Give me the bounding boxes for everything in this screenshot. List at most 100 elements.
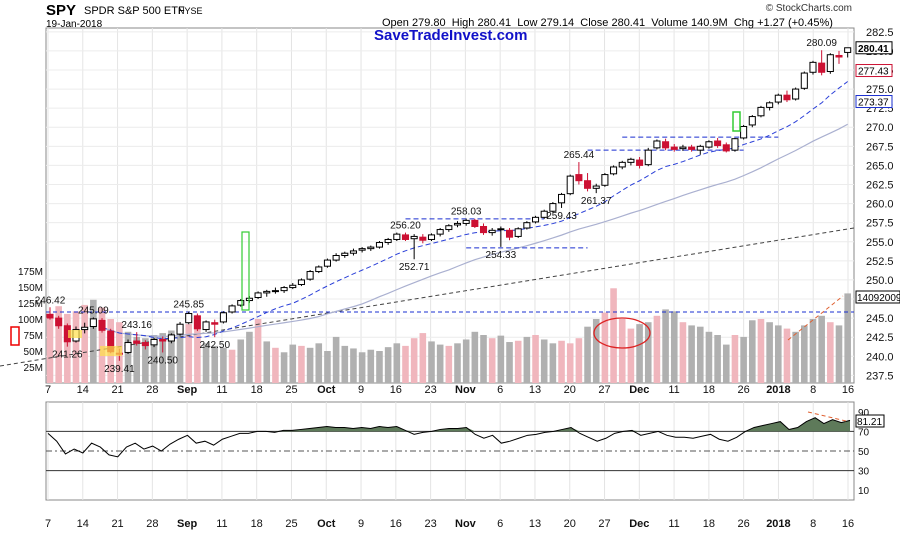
candle-body — [722, 144, 730, 152]
volume-bar — [55, 306, 62, 383]
x-tick-label-bottom: 20 — [564, 518, 576, 530]
volume-bar — [705, 331, 713, 383]
volume-bar — [610, 288, 617, 383]
x-tick-label: Dec — [629, 384, 649, 396]
price-annotation: 259.43 — [546, 211, 577, 222]
volume-bar — [514, 340, 522, 383]
volume-bar — [358, 352, 366, 383]
change-label: Chg — [733, 17, 755, 29]
rsi-last-label: 81.21 — [857, 417, 882, 428]
price-annotation: 245.09 — [78, 305, 109, 316]
volume-marker-box — [10, 326, 20, 346]
green-highlight-box-2 — [732, 111, 741, 132]
candle-body — [211, 322, 219, 325]
candle-body — [219, 312, 227, 323]
volume-bar — [237, 339, 245, 383]
candle-body — [289, 284, 297, 289]
open-label: Open — [382, 17, 409, 29]
x-tick-label: 9 — [358, 384, 364, 396]
volume-bar — [410, 338, 418, 383]
volume-bar — [228, 349, 236, 383]
candle-body — [696, 145, 704, 151]
price-annotation: 261.37 — [581, 196, 612, 207]
volume-bar — [289, 344, 297, 383]
candle-body — [453, 222, 462, 226]
x-tick-label-bottom: 18 — [251, 518, 263, 530]
candle-body — [523, 222, 531, 229]
candle-body — [766, 102, 774, 108]
candle-body — [800, 72, 808, 89]
volume-bar — [532, 335, 539, 383]
volume-bar — [644, 322, 652, 383]
candle-body — [297, 279, 305, 286]
right-price-box — [855, 95, 893, 109]
candle-body — [410, 235, 418, 240]
candle-body — [89, 318, 97, 328]
x-tick-label: 11 — [216, 384, 227, 396]
volume-bar — [419, 333, 427, 383]
yellow-highlight-box — [100, 346, 122, 356]
volume-bar — [636, 324, 643, 383]
candle-body — [826, 54, 834, 73]
candle-body — [662, 141, 670, 149]
candle-body — [575, 174, 583, 182]
volume-bar — [835, 325, 843, 383]
volume-bar — [818, 315, 825, 383]
volume-bar — [670, 311, 678, 383]
candle-body — [367, 246, 375, 250]
volume-bar — [506, 342, 513, 383]
volume-bar — [558, 340, 565, 383]
x-tick-label: 2018 — [766, 384, 790, 396]
rsi-line — [47, 417, 851, 458]
rsi-axis-label: 70 — [858, 427, 870, 438]
candle-body — [558, 193, 566, 204]
candle-body — [341, 252, 349, 257]
security-name: SPDR S&P 500 ETF — [84, 5, 185, 17]
candle-body — [748, 116, 756, 126]
x-tick-label-bottom: 2018 — [766, 518, 790, 530]
volume-bar — [72, 311, 80, 383]
volume-label: Volume — [651, 17, 688, 29]
candle-body — [55, 317, 63, 327]
x-tick-label: 14 — [77, 384, 89, 396]
candle-body — [228, 305, 236, 313]
candle-body — [627, 158, 635, 163]
volume-bar — [315, 343, 323, 383]
candle-body — [358, 248, 366, 251]
price-annotation: 239.41 — [104, 364, 135, 375]
volume-bar — [142, 338, 149, 383]
volume-axis-label: 25M — [24, 363, 43, 374]
candle-body — [610, 166, 618, 175]
candle-body — [98, 319, 106, 331]
volume-trend-arrow — [787, 295, 844, 341]
green-highlight-box — [241, 231, 250, 311]
x-tick-label: Sep — [177, 384, 197, 396]
rsi-axis-label: 50 — [858, 447, 870, 458]
volume-bar — [254, 319, 262, 383]
candle-body — [375, 242, 384, 248]
candle-body — [133, 340, 141, 344]
volume-bar — [592, 319, 600, 383]
volume-bar — [584, 326, 591, 383]
candle-body — [757, 106, 765, 117]
volume-bar — [566, 343, 574, 383]
volume-bar — [801, 325, 808, 383]
right-price-label: 280.41 — [858, 44, 889, 55]
volume-axis-label: 100M — [18, 315, 43, 326]
volume-bar — [462, 339, 470, 383]
candle-body — [670, 146, 678, 150]
yellow-highlight-box-2 — [68, 330, 82, 338]
candle-body — [263, 290, 271, 294]
candle-body — [315, 266, 323, 273]
candle-body — [514, 228, 522, 237]
ticker-symbol: SPY — [46, 2, 77, 19]
x-tick-label-bottom: Sep — [177, 518, 197, 530]
x-tick-label-bottom: Dec — [629, 518, 649, 530]
x-tick-label-bottom: 16 — [390, 518, 402, 530]
price-annotation: 245.85 — [173, 300, 204, 311]
x-tick-label-bottom: 11 — [216, 518, 227, 530]
high-value: 280.41 — [477, 17, 512, 29]
y-tick-label: 242.5 — [866, 332, 894, 344]
volume-value: 140.9M — [691, 17, 728, 29]
price-annotation: 265.44 — [564, 150, 595, 161]
